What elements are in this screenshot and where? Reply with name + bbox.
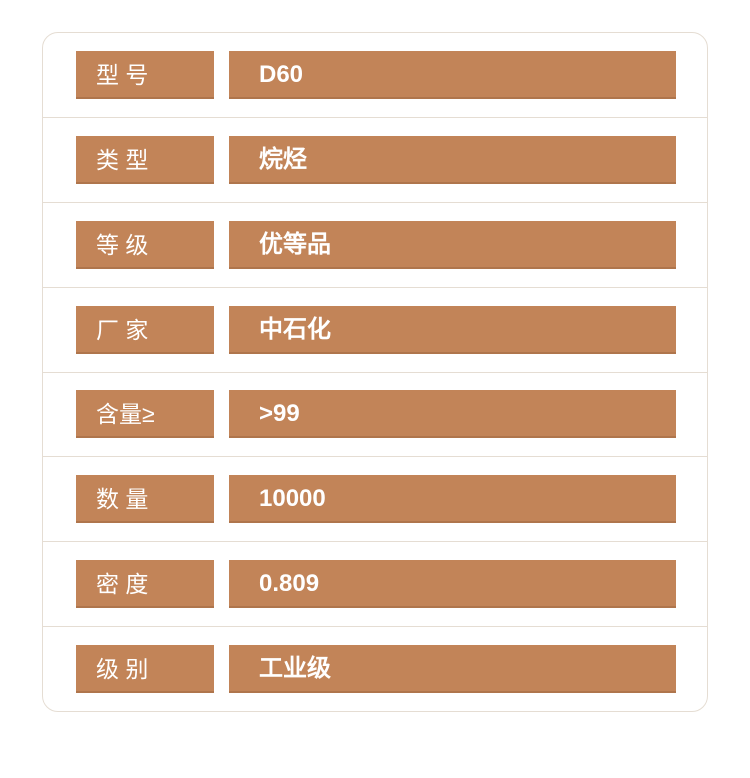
spec-row-manufacturer: 厂 家 中石化 <box>43 286 707 372</box>
spec-label-quantity: 数 量 <box>76 475 214 524</box>
spec-label-density: 密 度 <box>76 560 214 609</box>
spec-label-level: 级 别 <box>76 645 214 694</box>
spec-row-level: 级 别 工业级 <box>43 626 707 711</box>
spec-row-model: 型 号 D60 <box>43 33 707 117</box>
spec-value-quantity: 10000 <box>229 475 676 524</box>
spec-row-density: 密 度 0.809 <box>43 541 707 626</box>
spec-row-quantity: 数 量 10000 <box>43 456 707 541</box>
spec-value-density: 0.809 <box>229 560 676 609</box>
spec-row-grade: 等 级 优等品 <box>43 201 707 287</box>
spec-label-model: 型 号 <box>76 50 214 99</box>
spec-value-type: 烷烃 <box>229 135 676 184</box>
spec-row-content: 含量≥ >99 <box>43 371 707 457</box>
spec-value-model: D60 <box>229 50 676 99</box>
spec-row-type: 类 型 烷烃 <box>43 116 707 202</box>
spec-label-manufacturer: 厂 家 <box>76 305 214 354</box>
spec-label-content: 含量≥ <box>76 390 214 439</box>
spec-value-manufacturer: 中石化 <box>229 305 676 354</box>
spec-value-grade: 优等品 <box>229 220 676 269</box>
spec-value-content: >99 <box>229 390 676 439</box>
spec-value-level: 工业级 <box>229 645 676 694</box>
spec-label-grade: 等 级 <box>76 220 214 269</box>
spec-label-type: 类 型 <box>76 135 214 184</box>
product-spec-card: 型 号 D60 类 型 烷烃 等 级 优等品 厂 家 中石化 含量≥ >99 数… <box>42 32 708 712</box>
